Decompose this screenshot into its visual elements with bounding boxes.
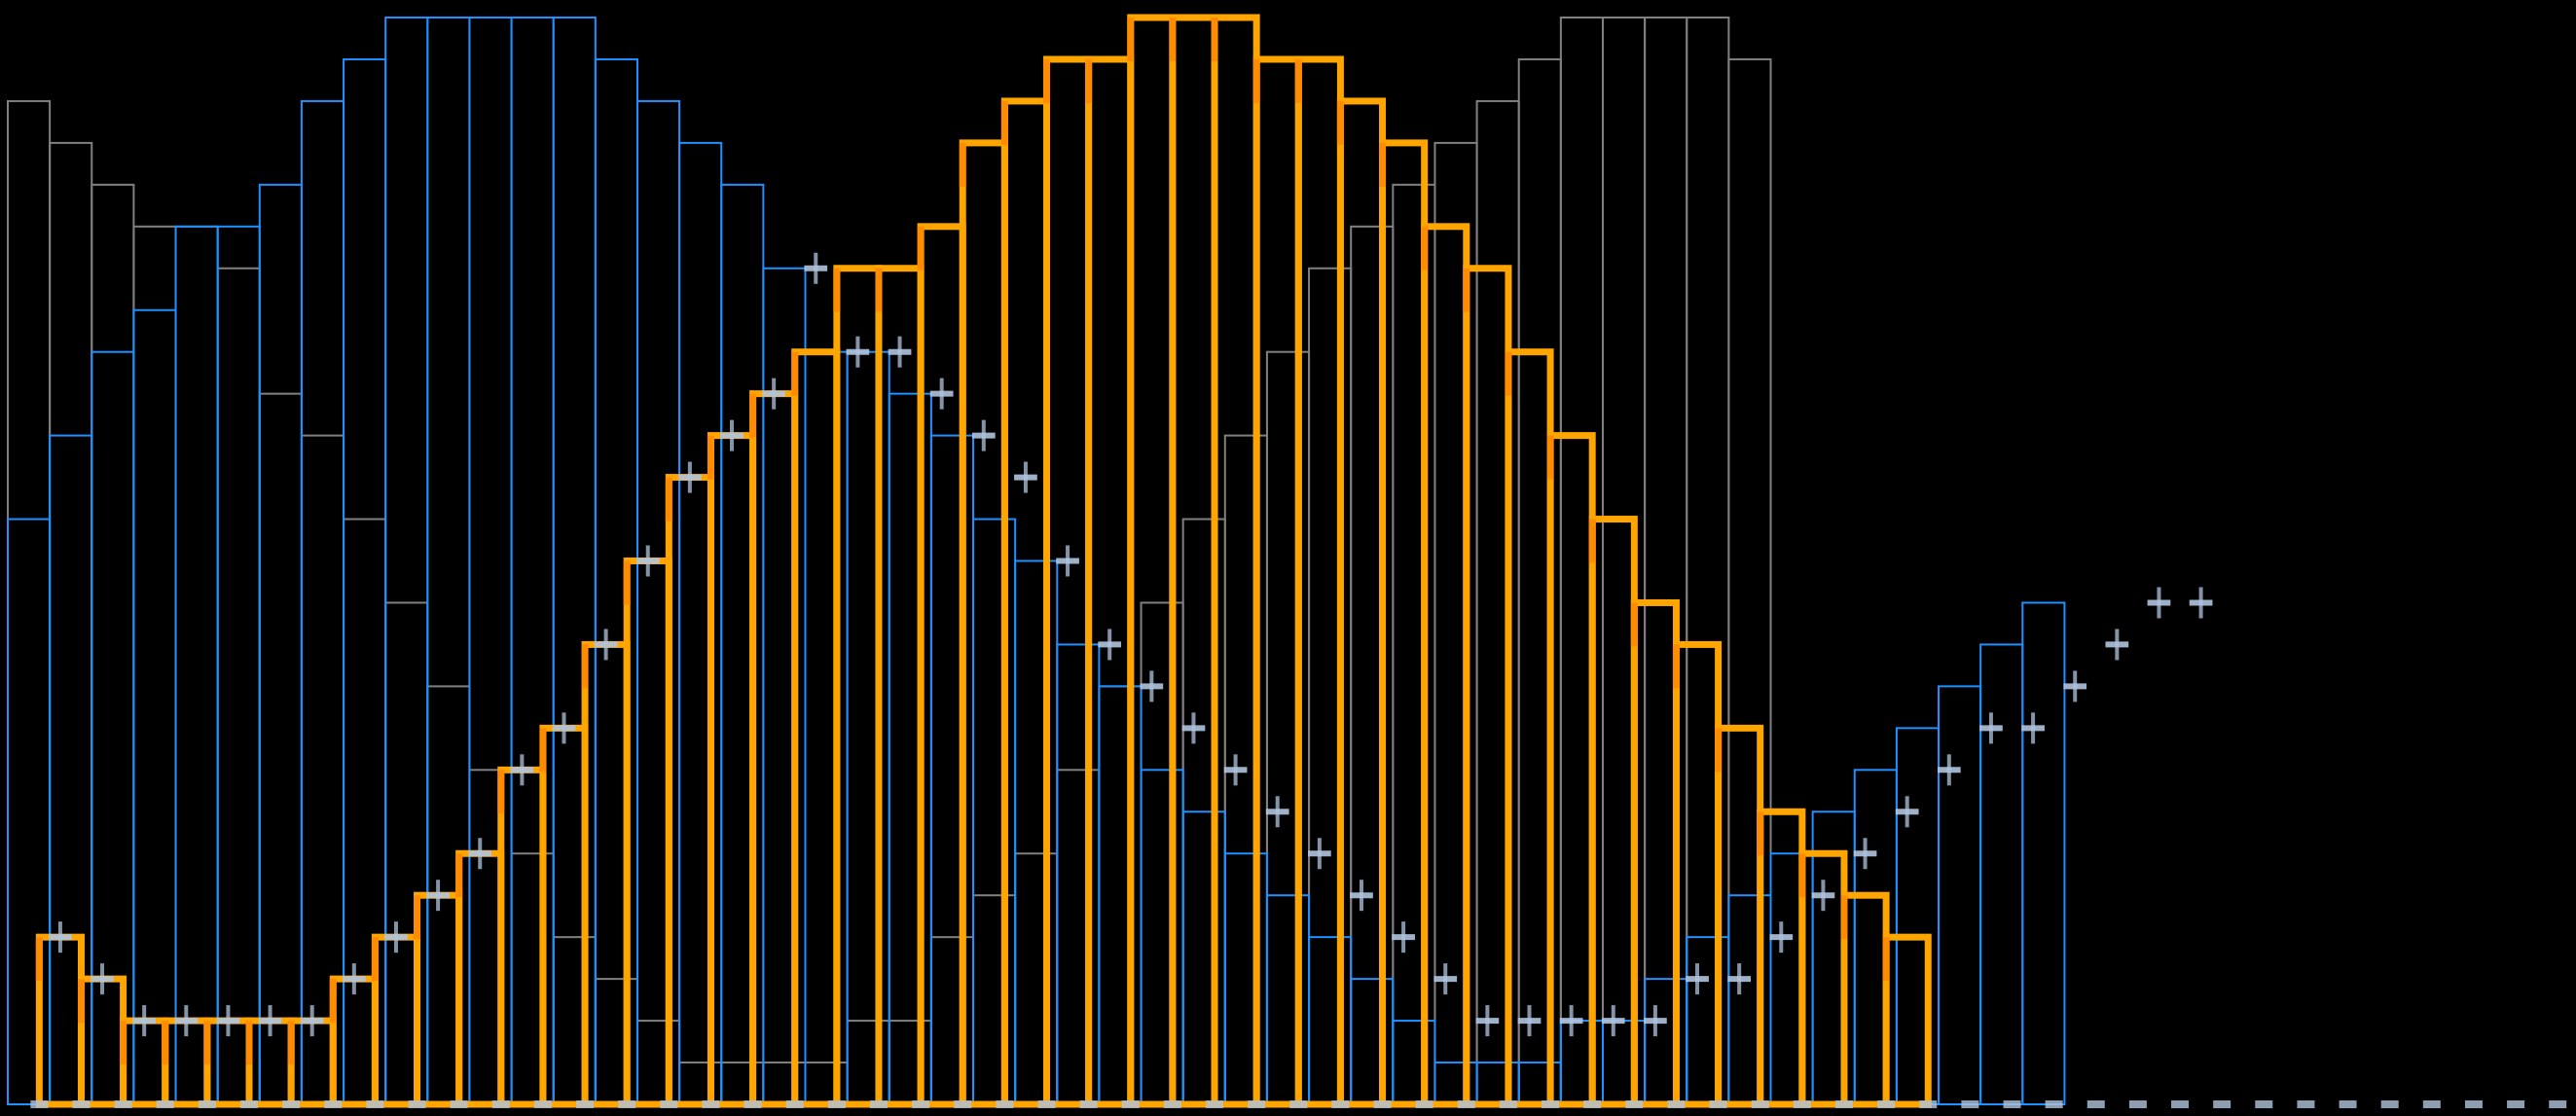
baseline-marker-15 (660, 1100, 678, 1108)
baseline-marker-19 (827, 1100, 846, 1108)
series-error-ticks (49, 252, 2213, 1037)
baseline-marker-3 (156, 1100, 174, 1108)
baseline-marker-46 (1961, 1100, 1979, 1108)
baseline-marker-20 (869, 1100, 888, 1108)
baseline-markers (30, 1100, 2567, 1108)
baseline-marker-7 (324, 1100, 343, 1108)
baseline-marker-23 (996, 1100, 1014, 1108)
baseline-marker-6 (282, 1100, 301, 1108)
baseline-marker-36 (1542, 1100, 1560, 1108)
baseline-marker-43 (1834, 1100, 1853, 1108)
baseline-marker-31 (1331, 1100, 1350, 1108)
baseline-marker-27 (1163, 1100, 1181, 1108)
baseline-marker-13 (576, 1100, 595, 1108)
baseline-marker-59 (2507, 1100, 2525, 1108)
baseline-marker-39 (1667, 1100, 1686, 1108)
baseline-marker-57 (2422, 1100, 2441, 1108)
baseline-marker-55 (2339, 1100, 2357, 1108)
baseline-marker-50 (2128, 1100, 2147, 1108)
baseline-marker-4 (198, 1100, 216, 1108)
baseline-marker-1 (72, 1100, 91, 1108)
baseline-marker-41 (1751, 1100, 1769, 1108)
baseline-marker-49 (2086, 1100, 2105, 1108)
baseline-marker-40 (1709, 1100, 1727, 1108)
baseline-marker-52 (2213, 1100, 2231, 1108)
baseline-marker-34 (1457, 1100, 1475, 1108)
baseline-marker-38 (1625, 1100, 1644, 1108)
baseline-marker-17 (744, 1100, 762, 1108)
baseline-marker-2 (114, 1100, 132, 1108)
baseline-marker-60 (2549, 1100, 2567, 1108)
baseline-marker-28 (1206, 1100, 1224, 1108)
baseline-marker-56 (2380, 1100, 2399, 1108)
baseline-marker-29 (1248, 1100, 1266, 1108)
baseline-marker-0 (30, 1100, 49, 1108)
baseline-marker-35 (1499, 1100, 1517, 1108)
baseline-marker-24 (1037, 1100, 1056, 1108)
baseline-marker-14 (618, 1100, 636, 1108)
baseline-marker-11 (491, 1100, 510, 1108)
baseline-marker-5 (240, 1100, 259, 1108)
baseline-marker-53 (2255, 1100, 2273, 1108)
baseline-marker-51 (2171, 1100, 2190, 1108)
baseline-marker-58 (2464, 1100, 2483, 1108)
baseline-marker-48 (2045, 1100, 2063, 1108)
baseline-marker-16 (702, 1100, 720, 1108)
baseline-marker-21 (912, 1100, 930, 1108)
baseline-marker-32 (1373, 1100, 1392, 1108)
baseline-marker-42 (1793, 1100, 1811, 1108)
baseline-marker-47 (2003, 1100, 2021, 1108)
baseline-marker-33 (1415, 1100, 1433, 1108)
baseline-marker-12 (533, 1100, 552, 1108)
baseline-marker-54 (2297, 1100, 2315, 1108)
baseline-marker-22 (954, 1100, 972, 1108)
baseline-marker-18 (785, 1100, 804, 1108)
baseline-marker-45 (1919, 1100, 1938, 1108)
baseline-marker-8 (366, 1100, 384, 1108)
baseline-marker-25 (1079, 1100, 1098, 1108)
baseline-marker-26 (1121, 1100, 1140, 1108)
bar-series-2-44 (1882, 933, 1932, 1108)
baseline-marker-44 (1877, 1100, 1896, 1108)
baseline-marker-30 (1289, 1100, 1308, 1108)
baseline-marker-10 (450, 1100, 468, 1108)
baseline-marker-37 (1583, 1100, 1602, 1108)
bar-series-1-48 (2021, 601, 2066, 1105)
baseline-marker-9 (408, 1100, 426, 1108)
